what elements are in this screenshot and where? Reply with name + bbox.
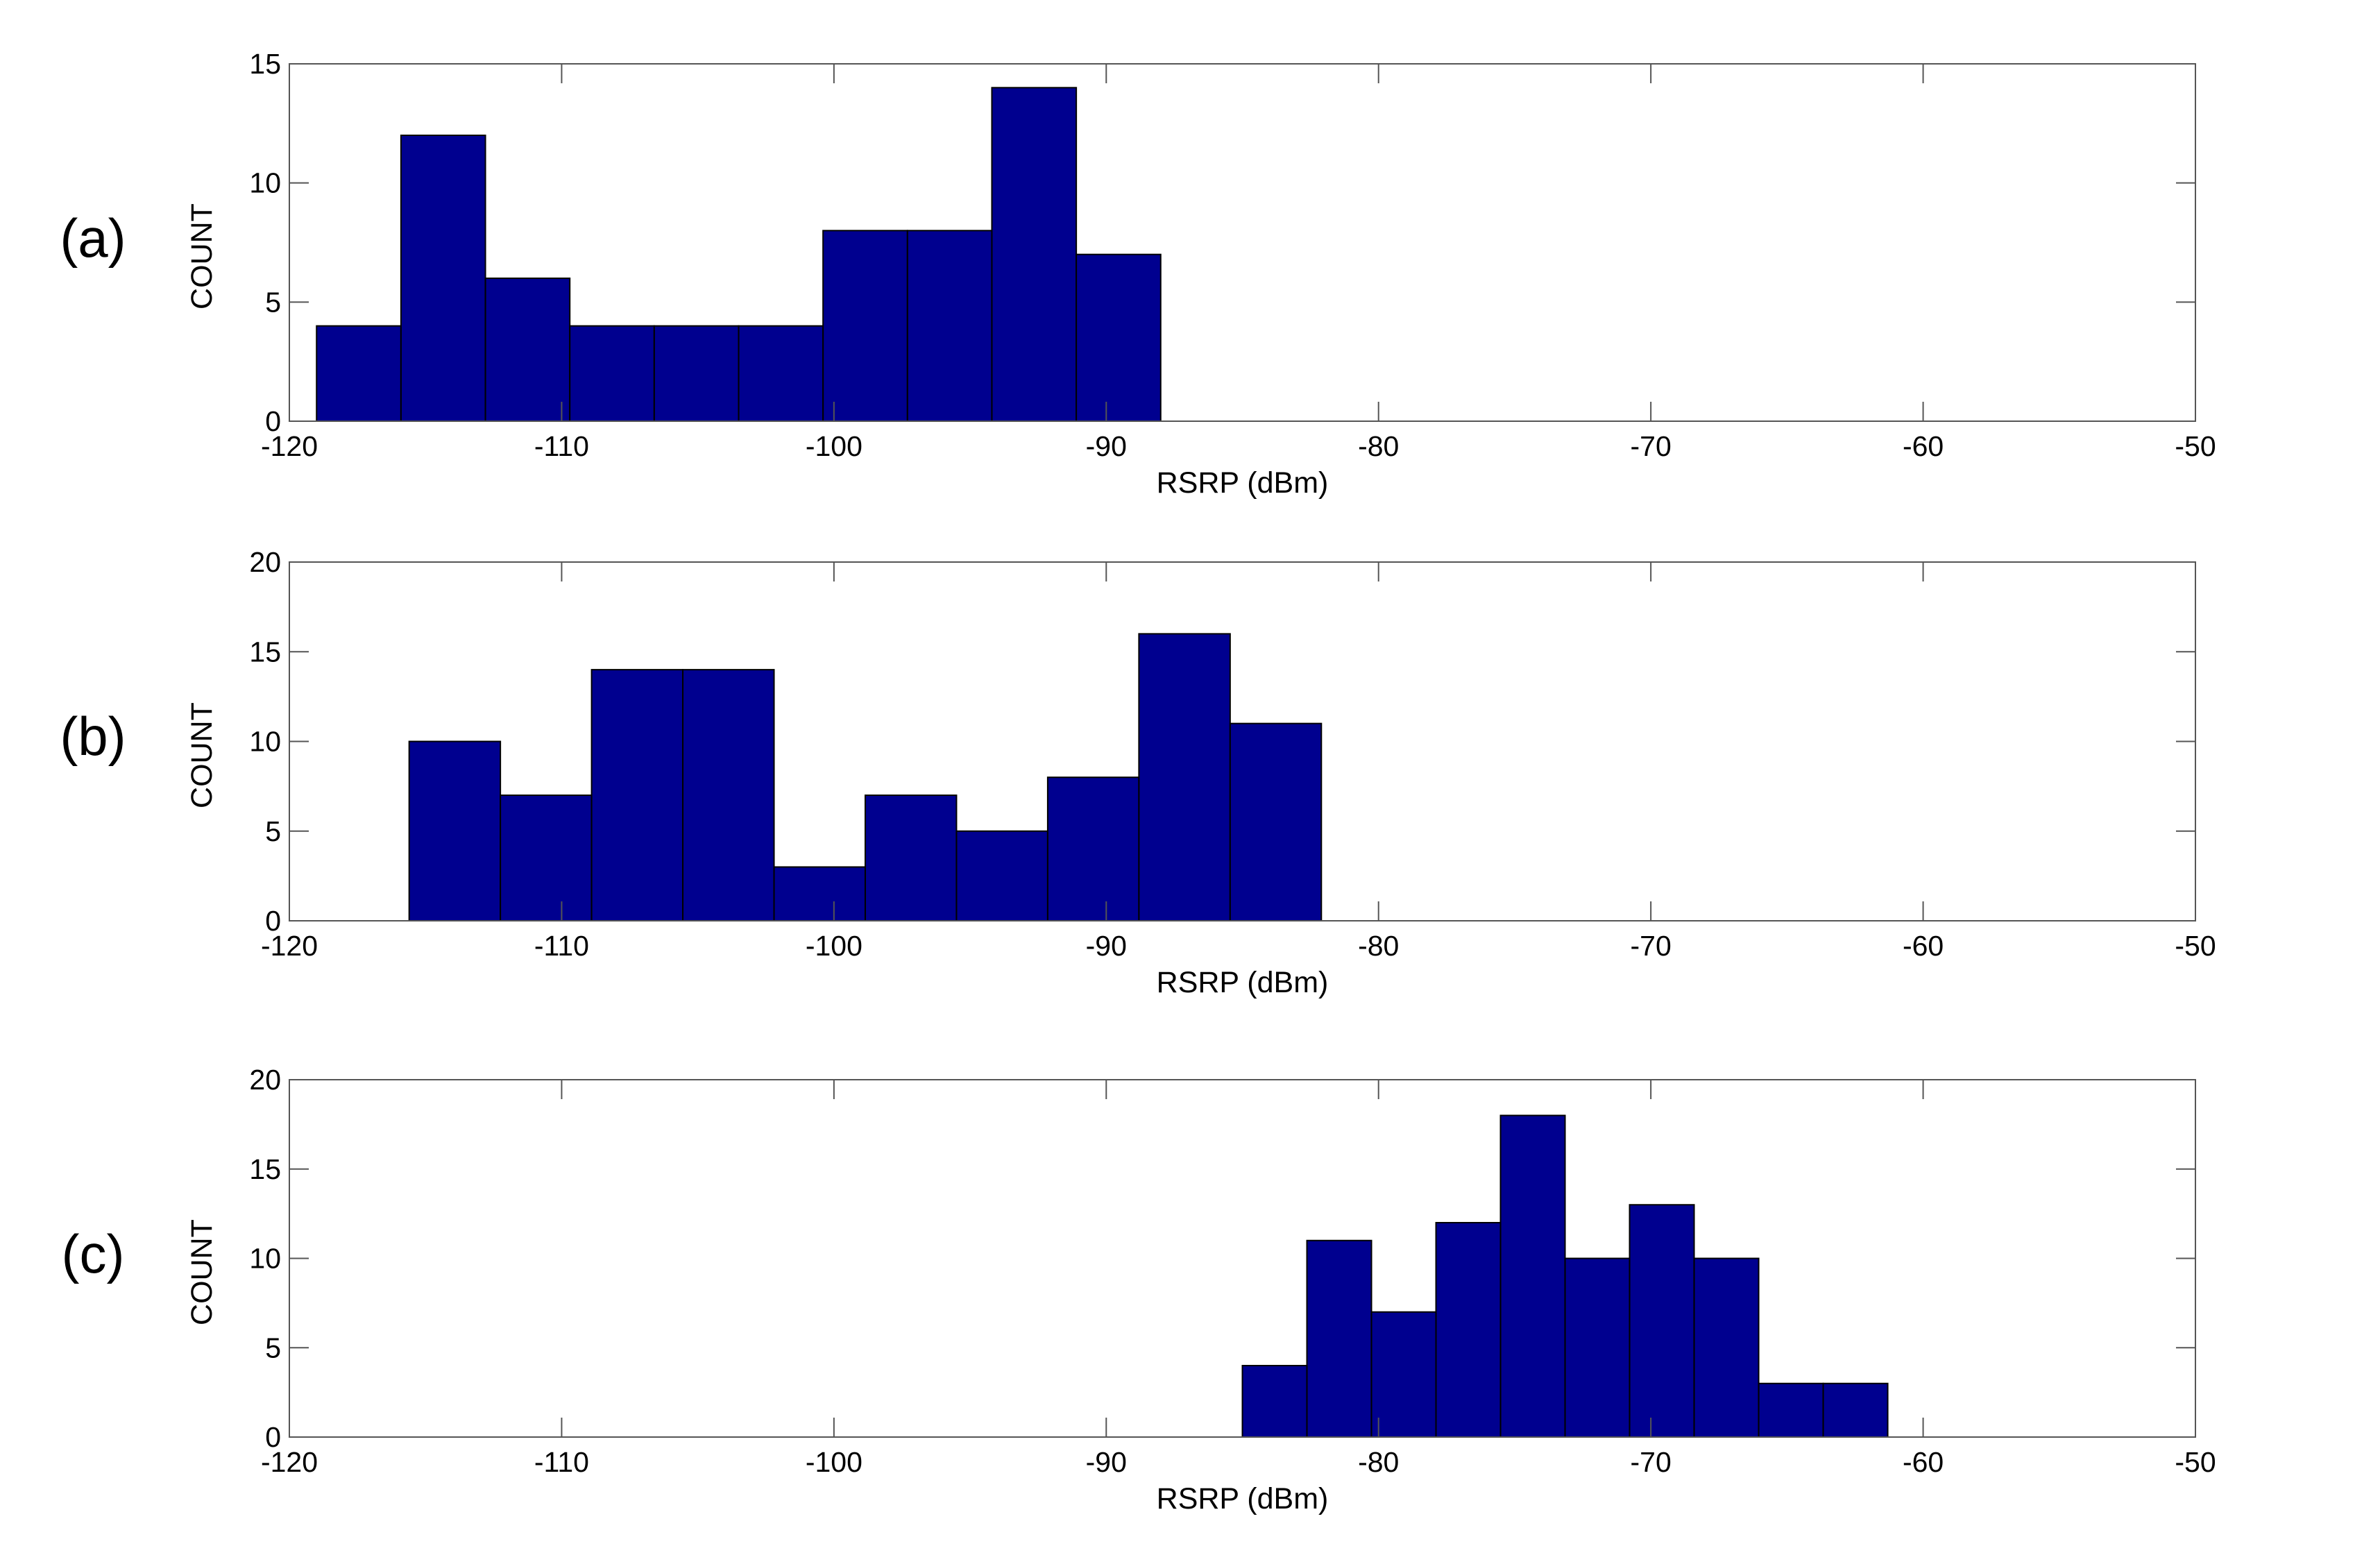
bars-group xyxy=(316,87,1162,423)
histogram-bar xyxy=(1693,1257,1760,1438)
histogram-bar xyxy=(1564,1257,1631,1438)
chart-panel-1: -120 -110 -100 -90 -80 -70 -60 -50 0 5 10 15 20 RSRP … xyxy=(60,546,2216,999)
x-axis: -120 -110 -100 -90 -80 -70 -60 -50 xyxy=(261,562,2216,962)
x-tick-label: -70 xyxy=(1631,930,1672,962)
x-tick-label: -110 xyxy=(534,430,589,462)
x-tick-label: -120 xyxy=(261,1446,318,1478)
histogram-bar xyxy=(1138,633,1231,922)
x-axis-label: RSRP (dBm) xyxy=(1157,466,1329,500)
axes-frame xyxy=(289,63,2196,422)
chart-panel-0: -120 -110 -100 -90 -80 -70 -60 -50 0 5 10 15 RSRP (d… xyxy=(60,48,2216,500)
histogram-bar xyxy=(1076,253,1162,423)
y-tick-label: 5 xyxy=(265,1332,281,1364)
x-tick-label: -50 xyxy=(2175,930,2216,962)
chart-panel-2: -120 -110 -100 -90 -80 -70 -60 -50 0 5 10 15 20 RSRP … xyxy=(62,1064,2216,1515)
y-tick-label: 20 xyxy=(249,1064,281,1096)
histogram-bar xyxy=(569,325,655,423)
histogram-bar xyxy=(500,795,593,922)
histogram-bar xyxy=(738,325,824,423)
x-tick-label: -110 xyxy=(534,930,589,962)
x-tick-label: -50 xyxy=(2175,430,2216,462)
x-tick-label: -100 xyxy=(806,1446,862,1478)
histogram-bar xyxy=(955,830,1048,921)
x-tick-label: -110 xyxy=(534,1446,589,1478)
x-tick-label: -80 xyxy=(1358,430,1399,462)
x-axis-label: RSRP (dBm) xyxy=(1157,966,1329,999)
y-axis-label: COUNT xyxy=(185,203,219,309)
histogram-bar xyxy=(400,135,486,422)
y-tick-label: 15 xyxy=(249,1153,281,1185)
histogram-bar xyxy=(1306,1239,1372,1438)
histogram-bar xyxy=(590,669,684,921)
x-tick-label: -60 xyxy=(1903,430,1944,462)
histogram-bar xyxy=(1370,1311,1437,1438)
y-tick-label: 15 xyxy=(249,636,281,668)
histogram-bar xyxy=(1229,722,1323,922)
y-axis-label: COUNT xyxy=(185,702,219,808)
histogram-bar xyxy=(1241,1365,1308,1438)
x-tick-label: -100 xyxy=(806,930,862,962)
y-tick-label: 20 xyxy=(249,546,281,578)
histogram-bar xyxy=(1629,1204,1695,1438)
y-tick-label: 10 xyxy=(249,167,281,199)
bars-group xyxy=(1241,1114,1889,1438)
x-axis-label: RSRP (dBm) xyxy=(1157,1482,1329,1515)
x-tick-label: -70 xyxy=(1631,430,1672,462)
x-tick-label: -60 xyxy=(1903,930,1944,962)
panel-label: (b) xyxy=(60,706,126,767)
x-axis: -120 -110 -100 -90 -80 -70 -60 -50 xyxy=(261,1080,2216,1478)
x-tick-label: -100 xyxy=(806,430,862,462)
histogram-bar xyxy=(773,866,866,921)
y-tick-label: 5 xyxy=(265,286,281,318)
x-tick-label: -60 xyxy=(1903,1446,1944,1478)
x-tick-label: -70 xyxy=(1631,1446,1672,1478)
histogram-bar xyxy=(864,795,958,922)
x-tick-label: -80 xyxy=(1358,930,1399,962)
x-tick-label: -90 xyxy=(1086,1446,1127,1478)
y-tick-label: 0 xyxy=(265,405,281,437)
x-tick-label: -120 xyxy=(261,930,318,962)
histogram-bar xyxy=(1499,1114,1566,1438)
histogram-bar xyxy=(991,87,1078,423)
x-tick-label: -120 xyxy=(261,430,318,462)
x-axis: -120 -110 -100 -90 -80 -70 -60 -50 xyxy=(261,64,2216,462)
histogram-bar xyxy=(1435,1222,1502,1438)
histogram-bar xyxy=(822,230,908,422)
y-tick-label: 0 xyxy=(265,1421,281,1453)
y-axis: 0 5 10 15 20 xyxy=(249,1064,2195,1453)
x-tick-label: -80 xyxy=(1358,1446,1399,1478)
y-tick-label: 10 xyxy=(249,726,281,758)
bars-group xyxy=(408,633,1323,922)
y-tick-label: 5 xyxy=(265,815,281,847)
histogram-bar xyxy=(1046,776,1140,921)
y-tick-label: 0 xyxy=(265,905,281,937)
histogram-bar xyxy=(484,278,571,422)
histogram-bar xyxy=(408,740,502,921)
histogram-bar xyxy=(906,230,993,422)
panel-label: (a) xyxy=(60,207,126,269)
histogram-bar xyxy=(316,325,402,423)
panel-label: (c) xyxy=(62,1223,125,1284)
x-tick-label: -50 xyxy=(2175,1446,2216,1478)
y-axis-label: COUNT xyxy=(185,1219,219,1325)
y-tick-label: 10 xyxy=(249,1243,281,1275)
x-tick-label: -90 xyxy=(1086,930,1127,962)
y-axis: 0 5 10 15 xyxy=(249,48,2195,437)
histogram-bar xyxy=(1822,1382,1889,1438)
y-axis: 0 5 10 15 20 xyxy=(249,546,2195,937)
x-tick-label: -90 xyxy=(1086,430,1127,462)
histogram-bar xyxy=(682,669,775,921)
y-tick-label: 15 xyxy=(249,48,281,80)
histogram-bar xyxy=(653,325,740,423)
histogram-bar xyxy=(1758,1382,1824,1438)
